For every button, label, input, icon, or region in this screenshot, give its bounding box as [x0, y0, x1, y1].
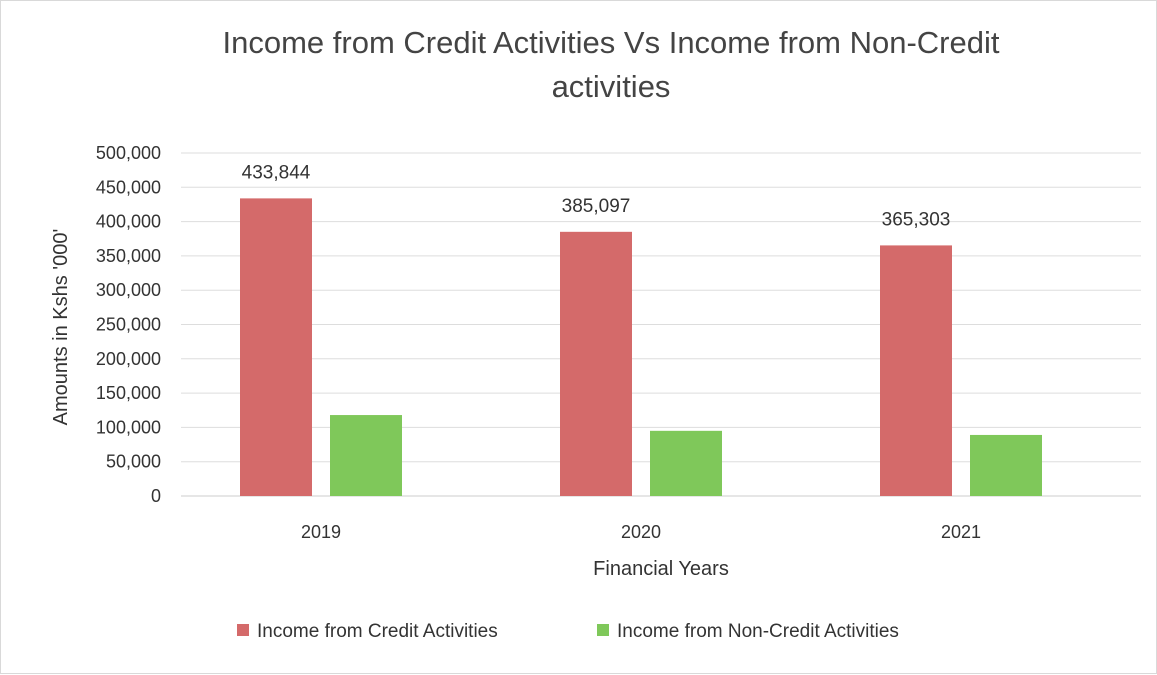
y-tick-label: 300,000 [96, 280, 161, 300]
bar-non-credit-2021 [970, 434, 1042, 496]
bar-credit-2019 [240, 198, 312, 497]
chart-title: Income from Credit Activities Vs Income … [223, 25, 1000, 104]
chart-title-line-1: Income from Credit Activities Vs Income … [223, 25, 1000, 60]
bar-credit-2020 [560, 231, 632, 496]
legend-swatch-credit [237, 624, 249, 636]
data-label-2021: 365,303 [882, 209, 951, 230]
y-tick-label: 100,000 [96, 417, 161, 437]
y-axis-title: Amounts in Kshs '000' [50, 229, 72, 426]
x-tick-label-2021: 2021 [941, 522, 981, 542]
bars [240, 198, 1042, 497]
y-tick-label: 50,000 [106, 452, 161, 472]
chart-title-line-2: activities [552, 69, 671, 104]
data-labels: 433,844 385,097 365,303 [242, 162, 951, 230]
legend: Income from Credit Activities Income from… [237, 621, 899, 642]
legend-swatch-non-credit [597, 624, 609, 636]
bar-non-credit-2019 [330, 415, 402, 496]
y-axis-ticks: 0 50,000 100,000 150,000 200,000 250,000 300,0… [96, 143, 161, 506]
y-tick-label: 400,000 [96, 212, 161, 232]
legend-label-credit: Income from Credit Activities [257, 621, 498, 642]
legend-label-non-credit: Income from Non-Credit Activities [617, 621, 899, 642]
x-tick-label-2020: 2020 [621, 522, 661, 542]
y-tick-label: 450,000 [96, 177, 161, 197]
y-tick-label: 500,000 [96, 143, 161, 163]
y-tick-label: 250,000 [96, 315, 161, 335]
bar-credit-2021 [880, 245, 952, 496]
y-tick-label: 200,000 [96, 349, 161, 369]
bar-non-credit-2020 [650, 430, 722, 496]
x-tick-label-2019: 2019 [301, 522, 341, 542]
x-axis-title: Financial Years [593, 558, 729, 580]
y-tick-label: 150,000 [96, 383, 161, 403]
data-label-2019: 433,844 [242, 162, 311, 183]
y-tick-label: 350,000 [96, 246, 161, 266]
y-tick-label: 0 [151, 486, 161, 506]
x-axis-ticks: 2019 2020 2021 [301, 522, 981, 542]
data-label-2020: 385,097 [562, 196, 631, 217]
